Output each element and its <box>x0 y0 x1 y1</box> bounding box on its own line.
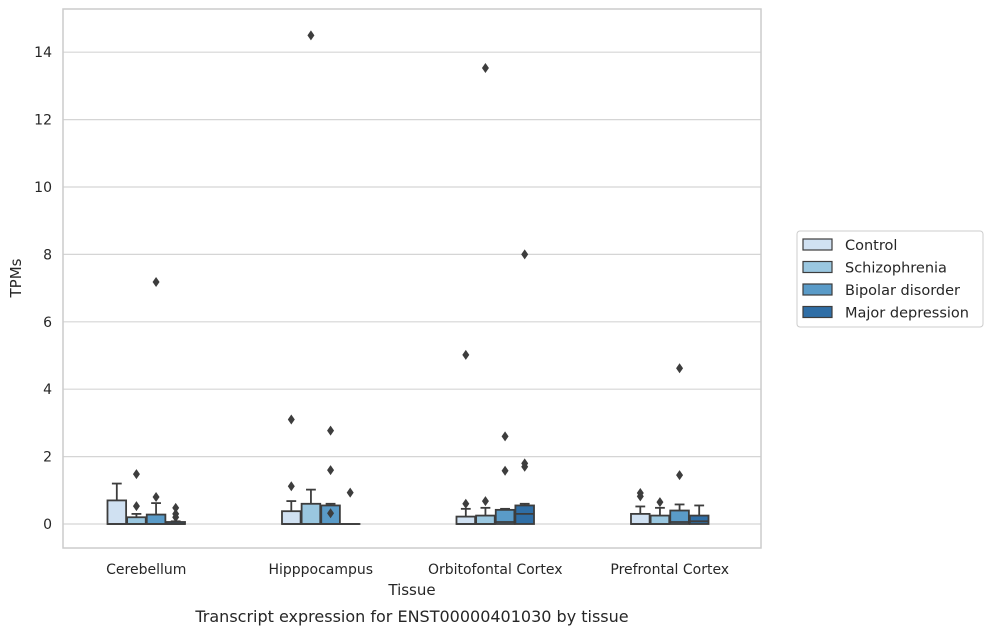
x-tick-labels: Cerebellum Hipppocampus Orbitofontal Corte… <box>106 562 729 578</box>
legend-label: Schizophrenia <box>845 261 947 277</box>
box <box>145 277 167 525</box>
y-axis-label: TPMs <box>7 258 25 298</box>
y-tick-labels: 0 2 4 6 8 10 12 14 <box>34 45 52 533</box>
outlier-marker <box>327 508 335 519</box>
y-tick-label: 2 <box>43 450 52 466</box>
outlier-marker <box>327 425 335 436</box>
outlier-marker <box>307 30 315 41</box>
x-tick-label: Cerebellum <box>106 562 186 578</box>
legend-label: Major depression <box>845 306 969 322</box>
outlier-marker <box>521 249 529 260</box>
box <box>339 487 361 525</box>
outlier-marker <box>287 481 295 492</box>
x-tick-label: Prefrontal Cortex <box>610 562 729 578</box>
box <box>320 425 341 525</box>
y-tick-label: 8 <box>43 247 52 263</box>
box <box>300 30 322 525</box>
legend-label: Bipolar disorder <box>845 283 960 299</box>
outlier-marker <box>462 349 470 360</box>
outlier-marker <box>676 470 684 481</box>
outlier-marker <box>481 63 489 74</box>
legend-swatch <box>802 283 833 296</box>
outlier-marker <box>656 497 664 508</box>
legend: Control Schizophrenia Bipolar disorder Majo… <box>796 230 984 328</box>
box <box>494 431 516 525</box>
outlier-marker <box>501 431 509 442</box>
box <box>630 487 651 525</box>
outlier-marker <box>132 501 140 512</box>
outlier-marker <box>501 465 509 476</box>
outlier-marker <box>676 363 684 374</box>
boxes <box>106 30 710 525</box>
outlier-marker <box>172 508 180 519</box>
box <box>649 497 671 525</box>
outlier-marker <box>287 414 295 425</box>
box <box>669 363 690 525</box>
outlier-marker <box>132 469 140 480</box>
box <box>475 63 496 525</box>
y-tick-label: 4 <box>43 382 52 398</box>
outlier-marker <box>462 498 470 509</box>
box <box>281 414 302 525</box>
legend-swatch <box>802 260 833 274</box>
legend-label: Control <box>845 238 897 254</box>
legend-frame <box>796 230 984 328</box>
grid-lines <box>63 51 761 525</box>
y-tick-label: 0 <box>43 517 52 533</box>
legend-swatch <box>802 238 833 251</box>
y-tick-label: 6 <box>43 315 52 331</box>
y-tick-label: 14 <box>34 45 52 61</box>
outlier-marker <box>327 465 335 476</box>
legend-swatch <box>802 305 833 319</box>
box <box>106 482 128 525</box>
x-axis-label: Tissue <box>387 581 435 599</box>
x-tick-label: Orbitofontal Cortex <box>428 562 563 578</box>
plot-frame <box>62 8 762 549</box>
outlier-marker <box>152 492 160 503</box>
box <box>165 502 186 525</box>
outlier-marker <box>152 277 160 288</box>
outlier-marker <box>636 487 644 498</box>
y-tick-label: 12 <box>34 113 52 129</box>
box <box>455 349 477 525</box>
outlier-marker <box>172 502 180 513</box>
chart-caption: Transcript expression for ENST0000040103… <box>194 607 628 626</box>
outlier-marker <box>521 458 529 469</box>
box <box>514 249 535 525</box>
outlier-marker <box>481 496 489 507</box>
box <box>688 504 710 525</box>
box <box>126 469 147 525</box>
x-tick-label: Hipppocampus <box>268 562 373 578</box>
y-tick-label: 10 <box>34 180 52 196</box>
outlier-marker <box>346 487 354 498</box>
